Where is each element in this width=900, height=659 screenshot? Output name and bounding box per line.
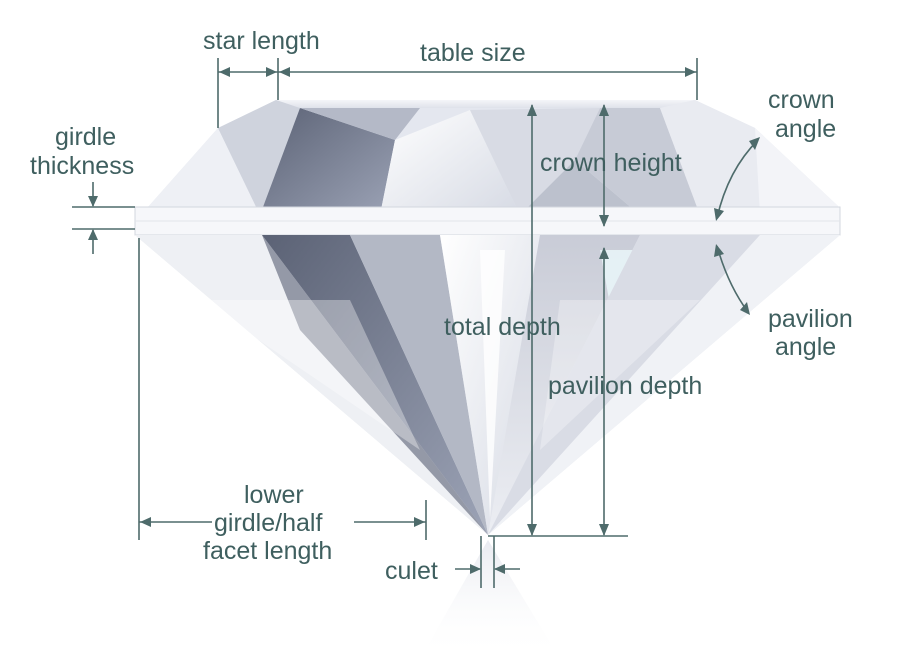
label-crown-angle-line1: crown <box>768 86 835 114</box>
crown-angle-dimension <box>714 137 760 221</box>
culet-dimension <box>455 536 520 588</box>
label-total-depth: total depth <box>444 313 561 341</box>
label-crown-angle-line2: angle <box>775 115 836 143</box>
total-depth-dimension <box>527 104 537 536</box>
label-lower-girdle-line2: girdle/half <box>214 509 322 537</box>
label-table-size: table size <box>420 39 526 67</box>
dimension-lines <box>72 58 760 588</box>
crown-height-dimension <box>599 104 609 227</box>
lower-girdle-dimension <box>138 238 427 540</box>
label-pavilion-angle-line2: angle <box>775 333 836 361</box>
label-pavilion-depth: pavilion depth <box>548 372 702 400</box>
table-size-dimension <box>278 58 698 100</box>
star-length-dimension <box>217 58 279 128</box>
diamond-illustration <box>134 100 841 659</box>
pavilion-depth-dimension <box>488 247 628 537</box>
label-pavilion-angle-line1: pavilion <box>768 305 853 333</box>
label-crown-height: crown height <box>540 149 682 177</box>
label-girdle-thickness-line1: girdle <box>55 123 116 151</box>
diamond-table <box>276 100 695 108</box>
diamond-reflection <box>420 540 560 659</box>
label-girdle-thickness-line2: thickness <box>30 152 134 180</box>
label-lower-girdle-line3: facet length <box>203 537 332 565</box>
label-star-length: star length <box>203 27 320 55</box>
girdle-thickness-dimension <box>72 182 135 254</box>
label-lower-girdle-line1: lower <box>244 481 304 509</box>
pavilion-angle-dimension <box>714 244 750 315</box>
diagram-labels: star length table size crown angle girdl… <box>30 27 853 585</box>
label-culet: culet <box>385 557 438 585</box>
